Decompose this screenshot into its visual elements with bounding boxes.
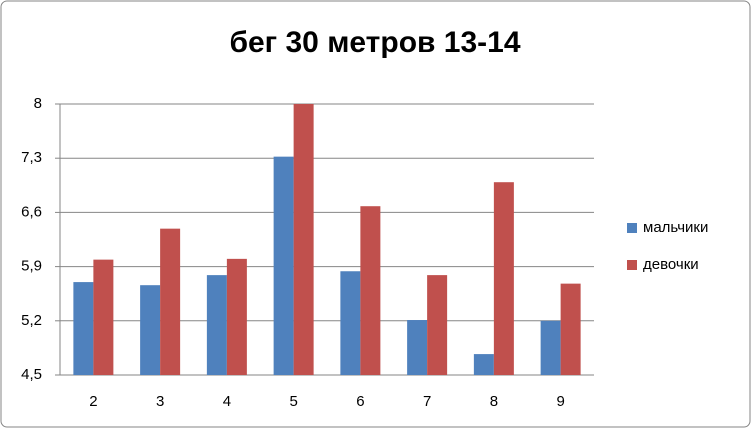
bar <box>293 104 314 375</box>
bar <box>160 228 181 375</box>
legend-swatch <box>627 260 637 270</box>
bar <box>540 320 561 375</box>
legend-label: девочки <box>643 256 699 273</box>
x-tick-label: 2 <box>89 393 97 410</box>
y-tick-label: 6,6 <box>21 203 42 220</box>
bar <box>73 282 94 375</box>
x-tick-label: 9 <box>556 393 564 410</box>
bar <box>493 182 514 375</box>
x-tick-label: 6 <box>356 393 364 410</box>
bar <box>340 271 361 375</box>
legend-label: мальчики <box>643 219 708 236</box>
bar <box>93 259 114 375</box>
x-tick-label: 3 <box>156 393 164 410</box>
bar <box>140 285 161 375</box>
x-tick-label: 4 <box>223 393 231 410</box>
bar <box>407 320 428 375</box>
bar <box>427 275 448 375</box>
bar <box>226 258 247 375</box>
x-tick-label: 7 <box>423 393 431 410</box>
y-tick-label: 4,5 <box>21 366 42 383</box>
y-tick-label: 7,3 <box>21 149 42 166</box>
legend-swatch <box>627 223 637 233</box>
x-tick-label: 5 <box>289 393 297 410</box>
bar <box>560 283 581 375</box>
chart-title: бег 30 метров 13-14 <box>229 26 520 59</box>
bar <box>360 206 381 375</box>
y-tick-label: 8 <box>34 95 42 112</box>
x-tick-label: 8 <box>490 393 498 410</box>
y-tick-label: 5,2 <box>21 312 42 329</box>
bar <box>273 156 294 375</box>
bar <box>473 354 494 375</box>
bar <box>206 275 227 375</box>
y-tick-label: 5,9 <box>21 258 42 275</box>
